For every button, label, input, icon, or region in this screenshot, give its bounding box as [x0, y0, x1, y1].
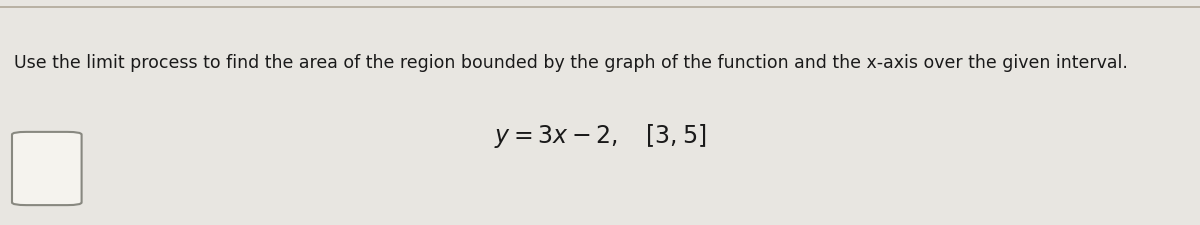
Text: Use the limit process to find the area of the region bounded by the graph of the: Use the limit process to find the area o…	[14, 54, 1128, 72]
Text: $y = 3x - 2, \quad [3, 5]$: $y = 3x - 2, \quad [3, 5]$	[494, 121, 706, 149]
FancyBboxPatch shape	[12, 132, 82, 205]
